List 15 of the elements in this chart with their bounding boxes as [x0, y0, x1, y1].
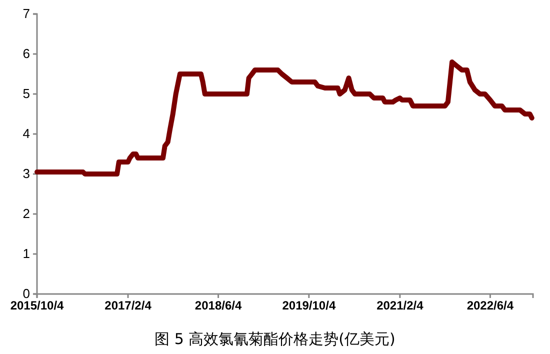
y-tick-label: 4	[22, 126, 30, 142]
y-tick-label: 1	[22, 246, 30, 262]
y-tick-label: 5	[22, 86, 30, 102]
x-tick-label: 2021/2/4	[376, 298, 424, 313]
x-tick-label: 2019/10/4	[282, 298, 336, 313]
x-tick-label: 2018/6/4	[194, 298, 242, 313]
y-tick-label: 2	[22, 206, 30, 222]
text: 图 5 高效氯氰菊酯价格走势(亿美元)	[154, 330, 396, 348]
y-tick-label: 3	[22, 166, 30, 182]
y-tick-label: 0	[22, 286, 30, 302]
y-tick-label: 6	[22, 46, 30, 62]
y-tick-label: 7	[22, 6, 30, 22]
x-tick-label: 2015/10/4	[10, 298, 64, 313]
x-tick-label: 2017/2/4	[104, 298, 152, 313]
x-tick-label: 2022/6/4	[466, 298, 514, 313]
